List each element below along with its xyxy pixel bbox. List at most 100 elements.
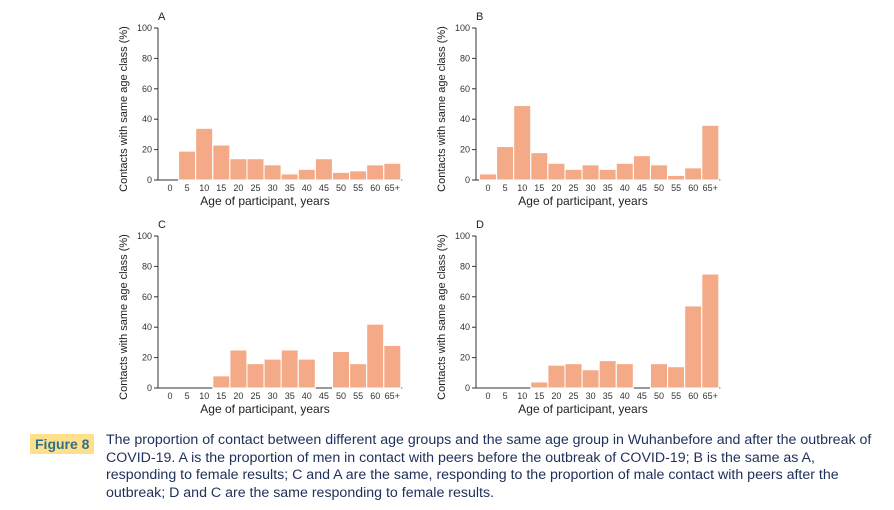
bar [650,164,668,181]
bar [212,144,231,181]
y-tick-label: 0 [147,175,152,185]
y-tick-label: 20 [142,353,152,363]
x-tick-label: 40 [302,183,312,193]
bar [598,168,617,181]
y-axis-title: Contacts with same age class (%) [436,234,448,400]
bar [650,363,668,389]
y-tick-label: 80 [460,53,470,63]
y-tick-label: 100 [455,231,470,241]
chart-panel-c: C Contacts with same age class (%) 0 20 40 60… [118,219,403,416]
x-tick-label: 35 [285,391,295,401]
bar [195,127,214,181]
x-tick-label: 35 [603,391,613,401]
bar [366,164,385,181]
bar [263,164,282,181]
x-tick-label: 15 [534,391,544,401]
bar [684,167,703,181]
x-tick-label: 45 [637,391,647,401]
bar [496,146,515,181]
x-tick-label: 25 [250,183,260,193]
x-tick-label: 65+ [703,183,718,193]
x-tick-label: 20 [233,183,243,193]
x-tick-label: 50 [336,391,346,401]
x-tick-label: 55 [671,183,681,193]
bar [684,305,703,389]
y-axis-title: Contacts with same age class (%) [118,234,130,400]
x-tick-label: 55 [353,391,363,401]
x-tick-label: 30 [268,391,278,401]
x-tick-label: 10 [517,183,527,193]
bar [297,358,316,389]
x-tick-label: 20 [551,183,561,193]
bar [314,158,333,181]
x-axis-title: Age of participant, years [200,194,329,208]
y-tick-label: 100 [455,23,470,33]
y-tick-label: 0 [465,175,470,185]
chart-panel-b: B Contacts with same age class (%) 0 20 40 60… [436,11,721,208]
y-tick-label: 0 [465,383,470,393]
x-tick-label: 30 [268,183,278,193]
y-tick-label: 40 [142,114,152,124]
x-tick-label: 0 [485,391,490,401]
bar [667,174,686,181]
x-tick-label: 30 [586,391,596,401]
x-tick-label: 60 [370,183,380,193]
bar [246,363,265,389]
x-tick-label: 0 [485,183,490,193]
x-tick-label: 50 [654,391,664,401]
bar [332,171,350,181]
bar [479,173,497,181]
bar [229,349,248,389]
y-tick-label: 40 [460,322,470,332]
y-tick-label: 40 [142,322,152,332]
bar [366,323,385,389]
x-tick-label: 40 [620,183,630,193]
y-tick-label: 0 [147,383,152,393]
y-tick-label: 60 [142,292,152,302]
x-tick-label: 65+ [385,183,400,193]
bar [564,168,583,181]
bar [598,360,617,389]
y-tick-label: 20 [142,145,152,155]
bar [229,158,248,181]
x-tick-label: 60 [370,391,380,401]
bar [547,162,566,181]
x-tick-label: 50 [654,183,664,193]
x-tick-label: 50 [336,183,346,193]
x-tick-label: 65+ [703,391,718,401]
bar [280,349,299,389]
y-tick-label: 100 [137,231,152,241]
y-tick-label: 80 [460,261,470,271]
caption-text: The proportion of contact between differ… [106,432,872,501]
bar [349,170,368,181]
x-tick-label: 5 [185,391,190,401]
bar [530,152,549,181]
bar [297,168,316,181]
bar [581,369,600,389]
panel-letter: D [476,219,484,231]
x-tick-label: 45 [637,183,647,193]
y-tick-label: 60 [460,84,470,94]
y-tick-label: 80 [142,53,152,63]
x-tick-label: 15 [534,183,544,193]
y-axis-title: Contacts with same age class (%) [436,26,448,192]
y-tick-label: 100 [137,23,152,33]
x-tick-label: 15 [216,183,226,193]
bar [581,164,600,181]
y-tick-label: 20 [460,353,470,363]
bar [212,375,231,389]
x-tick-label: 65+ [385,391,400,401]
bar [280,173,299,181]
x-tick-label: 25 [568,183,578,193]
bar [383,162,402,181]
bar [615,363,634,389]
x-tick-label: 10 [199,391,209,401]
x-tick-label: 30 [586,183,596,193]
y-tick-label: 80 [142,261,152,271]
bar [701,124,720,181]
y-tick-label: 60 [460,292,470,302]
x-tick-label: 0 [167,391,172,401]
bar [547,364,566,389]
x-tick-label: 40 [302,391,312,401]
x-tick-label: 45 [319,183,329,193]
